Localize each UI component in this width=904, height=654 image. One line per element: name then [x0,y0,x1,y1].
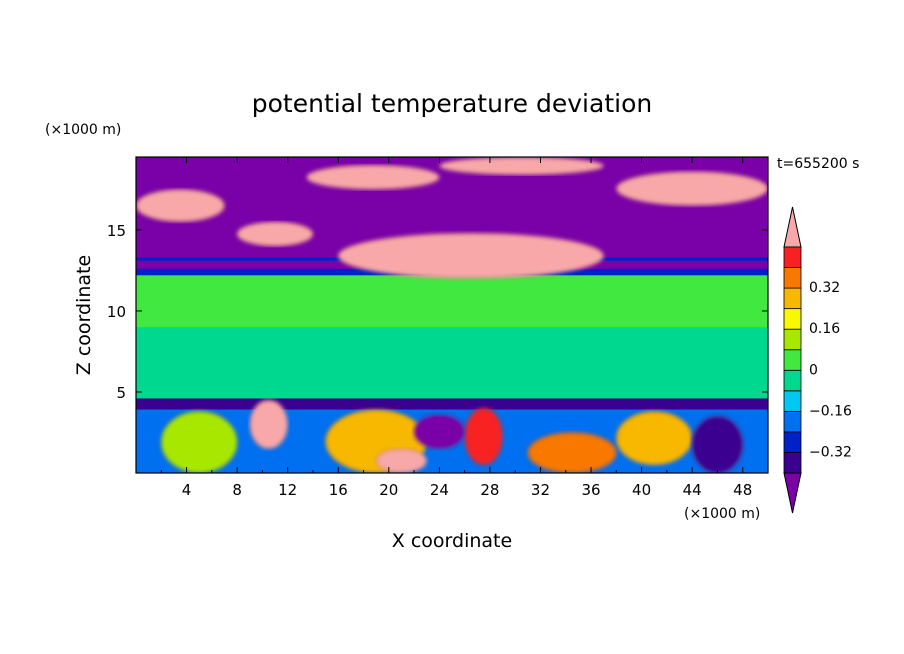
y-tick-label: 5 [116,384,126,402]
y-axis-label: Z coordinate [73,255,95,375]
x-tick-label: 20 [379,481,398,499]
colorbar-extend-top [783,206,802,248]
colorbar-tick-label: 0.16 [809,321,840,337]
colorbar-segment [783,308,802,330]
time-label: t=655200 s [777,156,859,172]
contour-patch [136,189,225,223]
contour-patch [439,157,604,176]
x-tick-label: 44 [683,481,702,499]
contour-patch [616,171,768,206]
contour-patch [160,411,238,473]
x-tick-label: 16 [329,481,348,499]
colorbar-segment [783,267,802,289]
y-tick-label: 10 [107,303,126,321]
contour-patch [306,164,440,190]
x-tick-label: 28 [480,481,499,499]
colorbar-segment [783,410,802,433]
colorbar-segment [783,390,802,412]
contour-band [136,398,768,410]
colorbar-segment [783,431,802,453]
x-tick-label: 48 [733,481,752,499]
chart-title: potential temperature deviation [252,89,652,118]
x-axis: 4 8 12 16 20 24 28 32 36 40 44 48 [160,157,752,499]
colorbar-tick-label: 0 [809,362,818,378]
contour-patch [413,414,465,449]
x-axis-label: X coordinate [392,530,512,552]
x-tick-label: 24 [430,481,449,499]
colorbar-segment [783,452,802,474]
contour-patch [616,411,693,466]
x-tick-label: 32 [531,481,550,499]
contour-patch [249,399,288,449]
x-unit-label: (×1000 m) [684,506,760,522]
colorbar-tick-label: −0.32 [809,444,852,460]
colorbar: 0.32 0.16 0 −0.16 −0.32 [783,206,852,514]
colorbar-segment [783,328,802,351]
colorbar-tick-label: −0.16 [809,403,852,419]
x-tick-label: 40 [632,481,651,499]
contour-patch [337,232,604,279]
x-tick-label: 8 [232,481,242,499]
contour-patch [527,432,617,473]
colorbar-tick-label: 0.32 [809,280,840,296]
y-unit-label: (×1000 m) [45,122,121,138]
contour-patch [375,448,428,473]
contour-patch [691,415,744,473]
colorbar-segment [783,287,802,310]
colorbar-segment [783,369,802,392]
y-axis: 5 10 15 [107,222,768,402]
contour-patch [236,221,314,247]
contour-band [136,327,768,399]
x-tick-label: 12 [278,481,297,499]
colorbar-extend-bottom [783,472,802,514]
colorbar-segment [783,246,802,268]
contour-field [136,157,768,473]
plot-frame [135,156,769,474]
y-tick-label: 15 [107,222,126,240]
contour-patch [464,407,503,466]
x-tick-label: 4 [182,481,192,499]
colorbar-segment [783,349,802,371]
x-tick-label: 36 [581,481,600,499]
